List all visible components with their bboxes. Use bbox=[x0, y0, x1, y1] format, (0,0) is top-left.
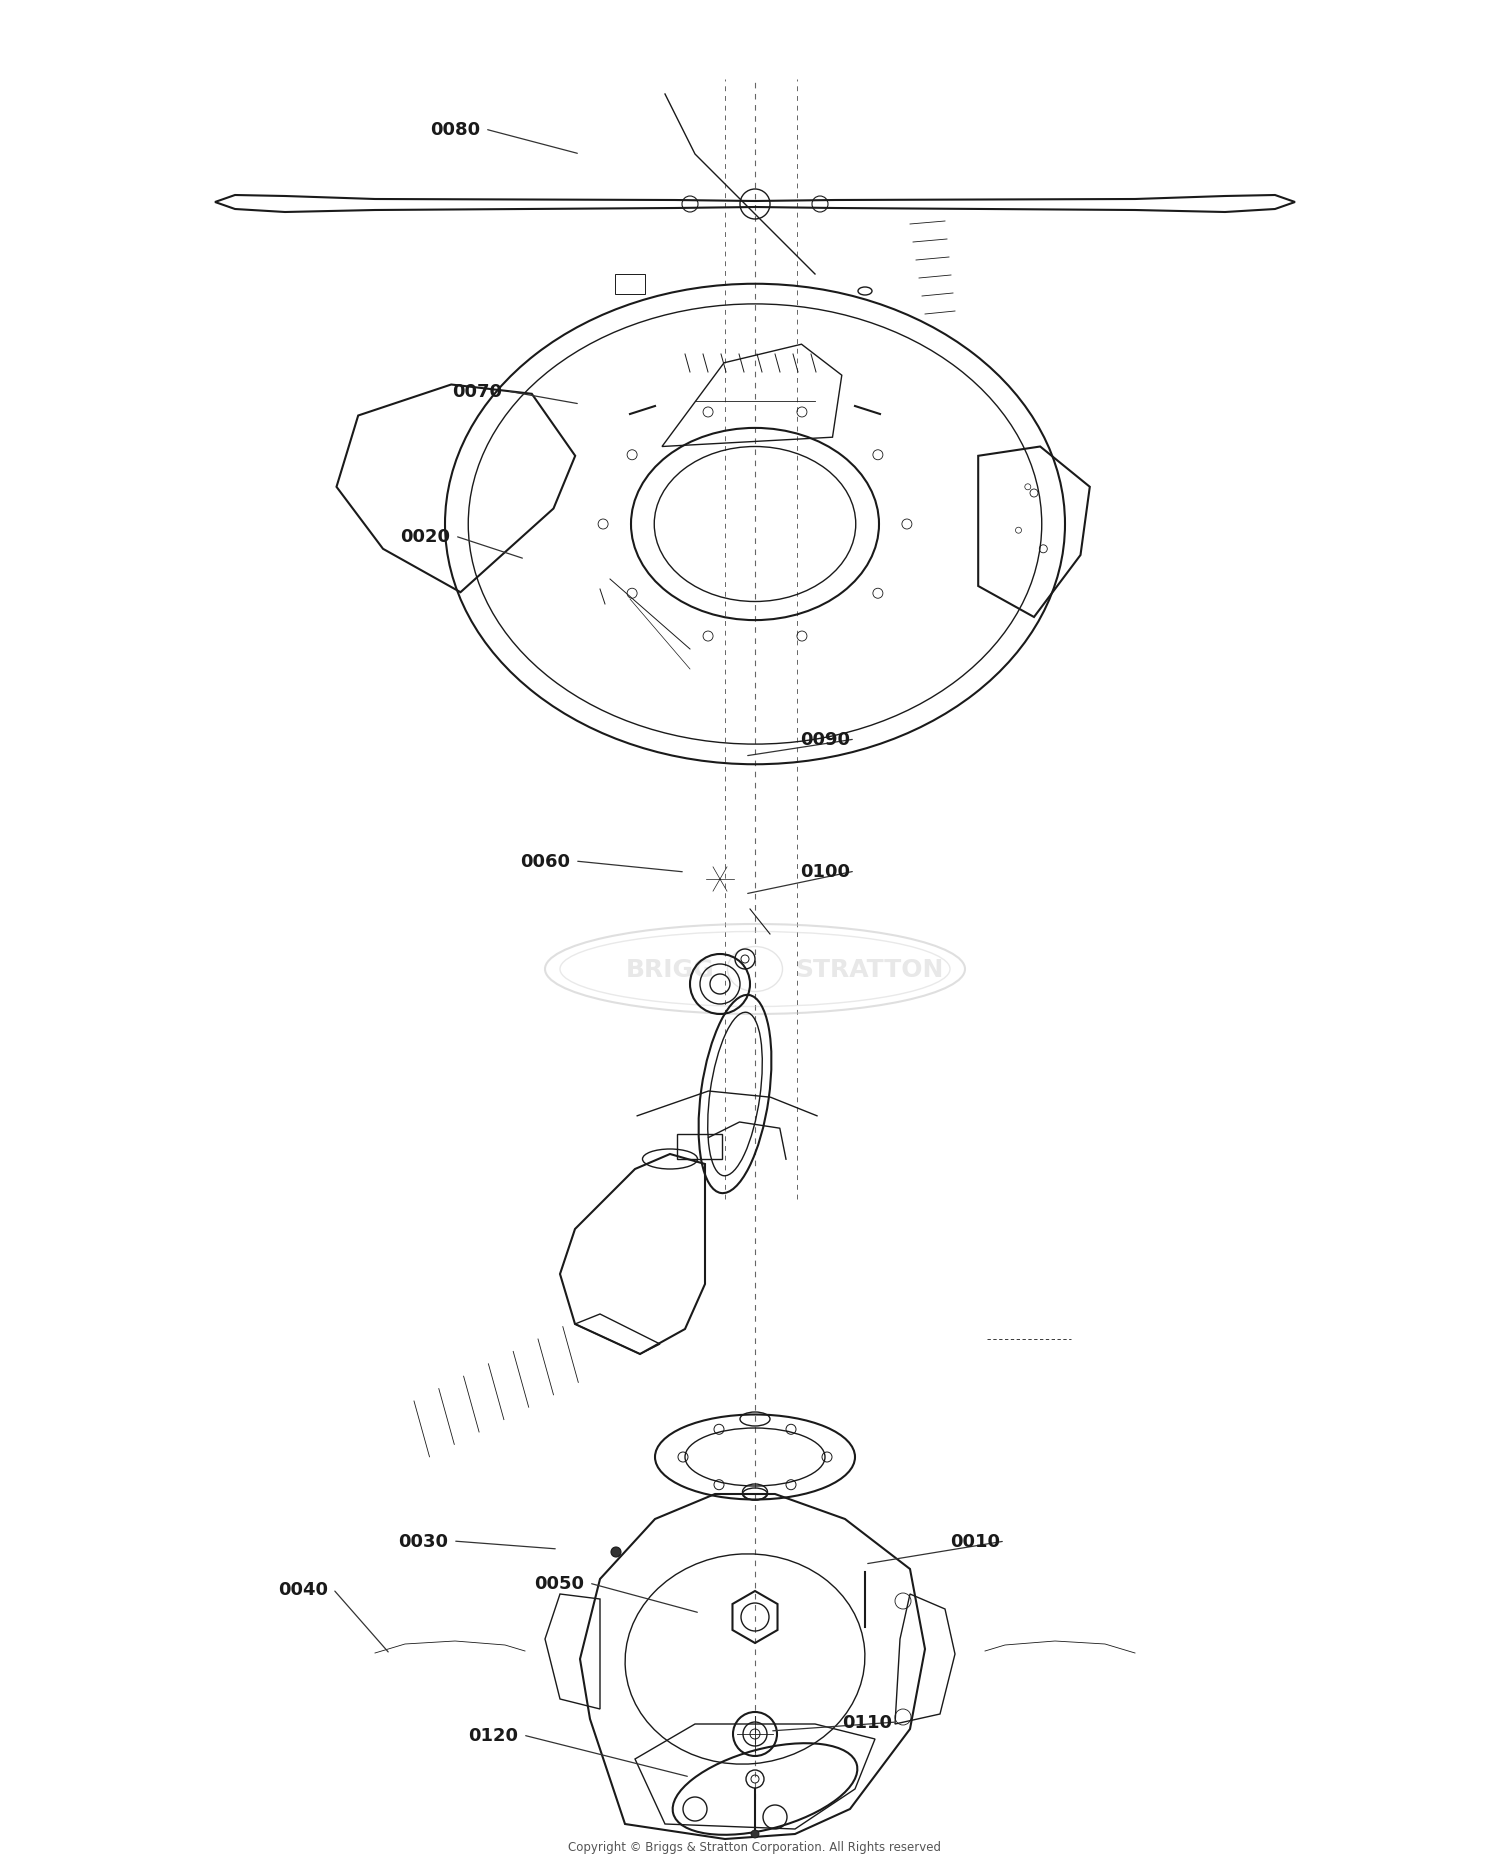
Text: 0090: 0090 bbox=[800, 731, 850, 749]
Text: 0080: 0080 bbox=[430, 121, 480, 140]
Text: 0070: 0070 bbox=[452, 382, 503, 401]
Text: 0030: 0030 bbox=[398, 1532, 448, 1551]
Text: 0010: 0010 bbox=[950, 1532, 1000, 1551]
Text: 0050: 0050 bbox=[534, 1575, 584, 1592]
Text: STRATTON: STRATTON bbox=[795, 958, 944, 982]
Text: 0040: 0040 bbox=[278, 1581, 328, 1597]
Text: 0020: 0020 bbox=[400, 528, 450, 546]
Text: 0120: 0120 bbox=[468, 1726, 518, 1745]
Text: 0060: 0060 bbox=[520, 852, 570, 870]
Text: Copyright © Briggs & Stratton Corporation. All Rights reserved: Copyright © Briggs & Stratton Corporatio… bbox=[568, 1840, 942, 1853]
Text: 0100: 0100 bbox=[800, 863, 850, 880]
Circle shape bbox=[610, 1547, 621, 1556]
Circle shape bbox=[752, 1830, 759, 1838]
Text: BRIGG: BRIGG bbox=[626, 958, 716, 982]
Text: 0110: 0110 bbox=[842, 1713, 892, 1732]
